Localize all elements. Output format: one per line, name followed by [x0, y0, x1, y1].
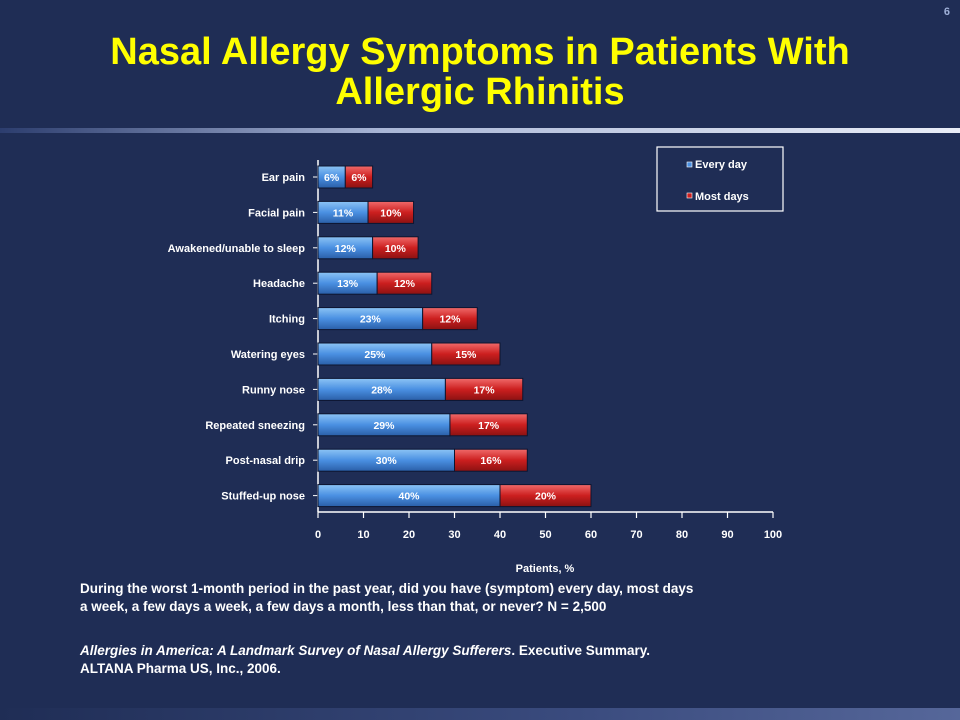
source-citation: Allergies in America: A Landmark Survey …: [80, 642, 700, 678]
x-tick-label: 40: [494, 529, 506, 541]
data-label: 13%: [337, 278, 359, 290]
bar-most-days: [454, 448, 528, 472]
data-label: 6%: [351, 172, 367, 184]
legend-label-every-day: Every day: [695, 159, 748, 171]
data-label: 12%: [439, 314, 461, 326]
bar-most-days: [344, 165, 374, 189]
category-label: Stuffed-up nose: [221, 491, 305, 503]
bar-most-days: [376, 271, 433, 295]
footer-band: [0, 708, 960, 720]
bar-most-days: [444, 377, 524, 401]
data-label: 6%: [324, 172, 340, 184]
data-label: 12%: [394, 278, 416, 290]
source-title: Allergies in America: A Landmark Survey …: [80, 643, 512, 658]
x-tick-label: 60: [585, 529, 597, 541]
bar-most-days: [372, 236, 419, 260]
bar-most-days: [422, 307, 478, 331]
legend-box: [656, 146, 784, 212]
category-label: Headache: [253, 278, 305, 290]
x-tick-label: 70: [630, 529, 642, 541]
slide-number: 6: [943, 6, 950, 18]
title-divider: [0, 128, 960, 133]
title-line-2: Allergic Rhinitis: [335, 71, 625, 113]
legend-swatch-every-day: [686, 161, 693, 168]
data-label: 17%: [474, 384, 496, 396]
page-title: Nasal Allergy Symptoms in Patients With …: [0, 32, 960, 112]
x-tick-label: 90: [721, 529, 733, 541]
x-axis-label: Patients, %: [516, 563, 575, 575]
data-label: 17%: [478, 420, 500, 432]
x-tick-label: 20: [403, 529, 415, 541]
category-label: Facial pain: [248, 207, 305, 219]
title-line-1: Nasal Allergy Symptoms in Patients With: [110, 31, 850, 73]
x-tick-label: 30: [448, 529, 460, 541]
bar-most-days: [367, 200, 415, 224]
data-label: 28%: [371, 384, 393, 396]
legend-label-most-days: Most days: [695, 191, 749, 203]
survey-question: During the worst 1-month period in the p…: [80, 581, 694, 614]
x-tick-label: 0: [315, 529, 321, 541]
data-label: 16%: [480, 455, 502, 467]
source-details: . Executive Summary. ALTANA Pharma US, I…: [80, 643, 650, 676]
data-label: 25%: [364, 349, 386, 361]
category-label: Repeated sneezing: [205, 420, 305, 432]
data-label: 40%: [398, 491, 420, 503]
data-label: 11%: [333, 207, 354, 219]
x-tick-label: 80: [676, 529, 688, 541]
category-label: Awakened/unable to sleep: [168, 243, 306, 255]
category-label: Itching: [269, 314, 305, 326]
data-label: 23%: [360, 314, 382, 326]
data-label: 10%: [380, 207, 402, 219]
data-label: 29%: [373, 420, 395, 432]
data-label: 30%: [376, 455, 398, 467]
category-label: Runny nose: [242, 384, 305, 396]
stacked-bar-chart: Ear pain 6% 6% Facial pain 11% 10% Awakened/un…: [168, 146, 784, 575]
category-label: Post-nasal drip: [226, 455, 306, 467]
legend-swatch-most-days: [686, 192, 693, 199]
bar-most-days: [431, 342, 501, 366]
data-label: 12%: [335, 243, 357, 255]
x-tick-label: 100: [764, 529, 782, 541]
data-label: 20%: [535, 491, 557, 503]
category-label: Watering eyes: [231, 349, 305, 361]
data-label: 10%: [385, 243, 407, 255]
x-tick-label: 10: [357, 529, 369, 541]
x-tick-label: 50: [539, 529, 551, 541]
data-label: 15%: [455, 349, 477, 361]
bar-most-days: [499, 484, 592, 508]
category-label: Ear pain: [262, 172, 306, 184]
bar-most-days: [449, 413, 528, 437]
legend: Every day Most days: [656, 146, 784, 212]
